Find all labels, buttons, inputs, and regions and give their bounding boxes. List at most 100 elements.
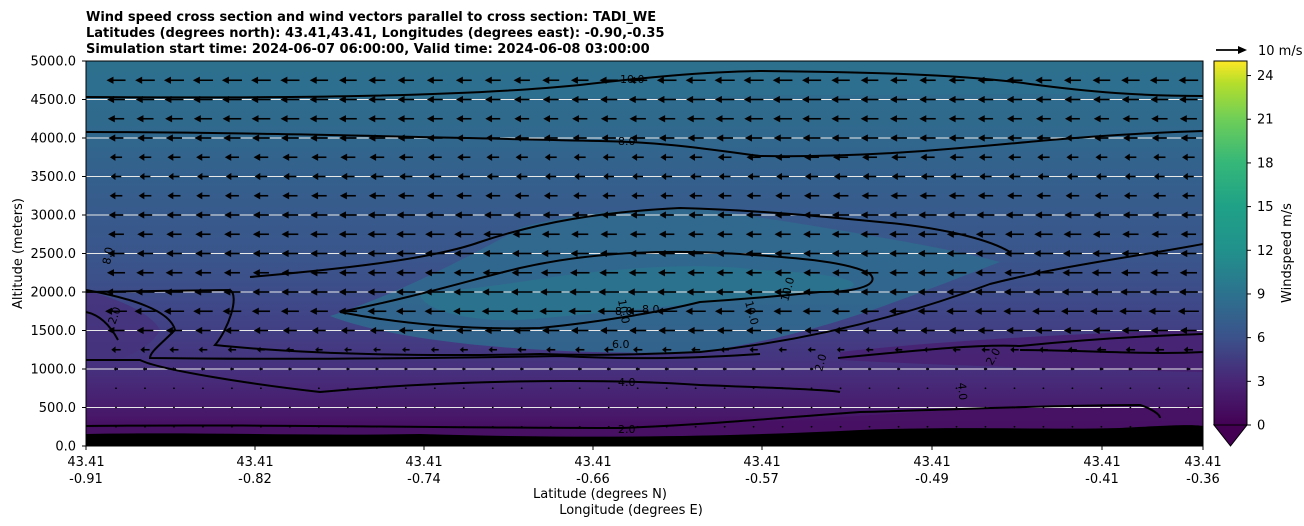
colorbar-tick-label: 24	[1257, 69, 1274, 84]
wind-vector-head	[513, 76, 521, 84]
wind-vector	[549, 425, 552, 428]
wind-vector	[1121, 95, 1139, 104]
wind-vector	[252, 288, 270, 296]
wind-vector-head	[635, 366, 638, 372]
wind-vector-head	[135, 76, 143, 84]
contour-8-jet	[86, 243, 1203, 357]
wind-vector-head	[456, 192, 464, 200]
wind-vector	[974, 307, 997, 315]
wind-vector-head	[1148, 307, 1156, 315]
wind-vector	[1158, 387, 1161, 390]
wind-vector-head	[513, 211, 521, 219]
wind-vector-head	[136, 326, 144, 335]
wind-vector	[134, 307, 156, 315]
wind-vector-head	[1039, 346, 1043, 353]
wind-vector	[252, 249, 269, 258]
wind-vector-head	[685, 307, 693, 315]
wind-vector-head	[572, 134, 580, 142]
wind-vector	[317, 406, 320, 409]
wind-vector	[462, 387, 465, 390]
x-tick-label-lon: -0.57	[745, 472, 779, 487]
wind-vector	[168, 172, 180, 181]
wind-vector	[571, 230, 589, 238]
wind-vector-head	[106, 288, 114, 296]
wind-vector	[773, 134, 792, 142]
wind-vector	[224, 249, 240, 258]
wind-vector	[398, 326, 414, 335]
wind-vector	[954, 367, 959, 371]
wind-vector	[223, 269, 240, 277]
wind-vector	[520, 425, 523, 428]
wind-vector-head	[1180, 326, 1188, 335]
wind-vector-head	[802, 76, 810, 84]
contour-label: 10.0	[615, 298, 632, 324]
wind-vector	[196, 153, 210, 161]
wind-vector-head	[225, 172, 232, 181]
wind-vector	[338, 249, 357, 258]
wind-vector-head	[288, 367, 290, 371]
wind-vector-head	[346, 367, 348, 371]
wind-vector-head	[166, 230, 174, 238]
wind-vector	[1034, 326, 1052, 335]
wind-vector	[280, 95, 300, 104]
wind-vector	[1007, 134, 1022, 142]
wind-vector	[426, 95, 443, 104]
wind-vector	[803, 269, 820, 277]
wind-vector	[310, 249, 328, 258]
quiver-key-arrowhead	[1238, 46, 1247, 54]
wind-vector	[482, 249, 503, 258]
wind-vector-head	[1037, 172, 1043, 181]
wind-vector-head	[367, 211, 375, 219]
wind-vector	[604, 346, 614, 354]
wind-vector	[715, 115, 734, 123]
wind-vector	[1093, 115, 1110, 123]
wind-vector-head	[860, 76, 868, 84]
wind-vector-head	[256, 346, 261, 353]
wind-vector	[1092, 230, 1110, 238]
wind-vector	[975, 269, 996, 277]
wind-vector-head	[511, 269, 519, 277]
wind-vector	[660, 153, 673, 161]
wind-vector-head	[427, 134, 435, 142]
wind-vector	[602, 192, 616, 200]
wind-vector-head	[803, 269, 811, 277]
y-tick-label: 500.0	[39, 401, 76, 416]
wind-vector	[309, 76, 329, 84]
wind-vector	[606, 367, 611, 371]
colorbar: 0 3 6 9 12 15 18 21 24 Windspeed m/s	[1212, 60, 1295, 447]
wind-vector-head	[1180, 249, 1188, 258]
wind-vector-head	[1066, 172, 1072, 181]
wind-vector-head	[778, 346, 783, 353]
wind-vector-head	[368, 134, 376, 142]
wind-vector	[803, 249, 820, 258]
wind-vector	[599, 76, 618, 84]
wind-vector-head	[1064, 115, 1072, 123]
wind-vector-head	[166, 211, 174, 219]
wind-vector	[310, 211, 328, 219]
wind-vector-head	[310, 230, 318, 238]
wind-vector-head	[430, 346, 435, 353]
wind-vector-head	[1036, 115, 1043, 123]
wind-vector	[746, 153, 761, 161]
wind-vector	[803, 192, 820, 200]
wind-vector	[338, 95, 357, 104]
wind-vector	[751, 367, 756, 371]
wind-vector-head	[339, 269, 347, 277]
wind-vector-head	[338, 230, 346, 238]
wind-vector-head	[743, 76, 751, 84]
wind-vector	[514, 192, 529, 200]
wind-vector-head	[630, 134, 637, 142]
wind-vector	[111, 346, 121, 354]
wind-vector	[691, 346, 701, 354]
wind-vector	[688, 230, 704, 238]
wind-vector	[628, 95, 647, 104]
wind-vector-head	[252, 230, 260, 238]
wind-vector	[860, 76, 879, 84]
wind-vector-head	[599, 269, 607, 277]
wind-vector	[1003, 288, 1026, 296]
wind-vector	[949, 153, 964, 161]
wind-vector	[569, 288, 591, 296]
wind-vector-head	[602, 192, 609, 200]
wind-vector	[1181, 192, 1195, 200]
wind-vector	[896, 367, 901, 371]
